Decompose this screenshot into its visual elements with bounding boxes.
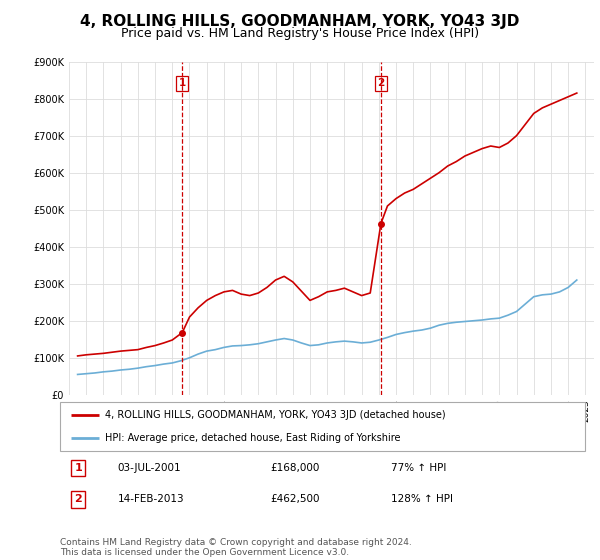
- Text: 2: 2: [377, 78, 385, 88]
- Text: 03-JUL-2001: 03-JUL-2001: [118, 463, 181, 473]
- Text: 77% ↑ HPI: 77% ↑ HPI: [391, 463, 446, 473]
- Text: 4, ROLLING HILLS, GOODMANHAM, YORK, YO43 3JD (detached house): 4, ROLLING HILLS, GOODMANHAM, YORK, YO43…: [104, 410, 445, 420]
- Text: HPI: Average price, detached house, East Riding of Yorkshire: HPI: Average price, detached house, East…: [104, 433, 400, 444]
- Text: £462,500: £462,500: [270, 494, 320, 505]
- Text: 14-FEB-2013: 14-FEB-2013: [118, 494, 184, 505]
- Text: 1: 1: [179, 78, 186, 88]
- FancyBboxPatch shape: [60, 402, 585, 451]
- Text: 4, ROLLING HILLS, GOODMANHAM, YORK, YO43 3JD: 4, ROLLING HILLS, GOODMANHAM, YORK, YO43…: [80, 14, 520, 29]
- Text: 1: 1: [74, 463, 82, 473]
- Text: Price paid vs. HM Land Registry's House Price Index (HPI): Price paid vs. HM Land Registry's House …: [121, 27, 479, 40]
- Text: 128% ↑ HPI: 128% ↑ HPI: [391, 494, 453, 505]
- Text: 2: 2: [74, 494, 82, 505]
- Text: Contains HM Land Registry data © Crown copyright and database right 2024.
This d: Contains HM Land Registry data © Crown c…: [60, 538, 412, 557]
- Text: £168,000: £168,000: [270, 463, 319, 473]
